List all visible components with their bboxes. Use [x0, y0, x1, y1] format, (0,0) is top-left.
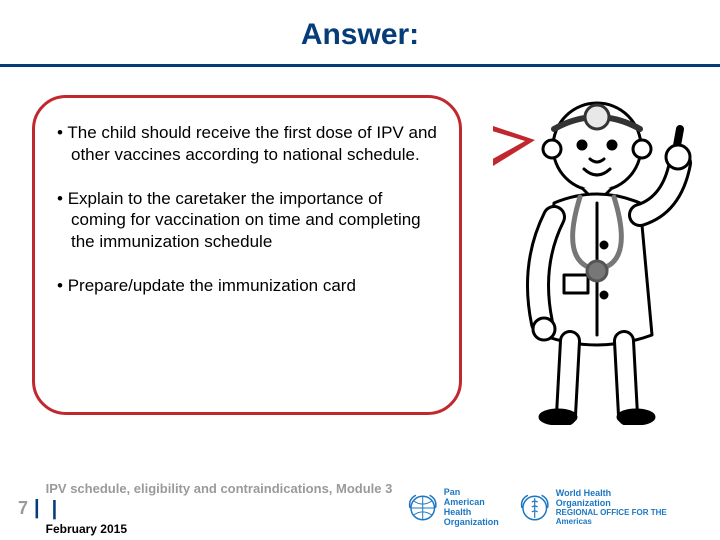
paho-logo: Pan American Health Organization: [408, 488, 502, 528]
footer-separator: |: [52, 498, 58, 520]
paho-text: Pan American Health Organization: [444, 488, 503, 528]
who-icon: [520, 493, 549, 523]
who-text: World Health Organization REGIONAL OFFIC…: [556, 489, 702, 526]
list-item: Prepare/update the immunization card: [57, 275, 441, 297]
speech-bubble: The child should receive the first dose …: [32, 95, 462, 415]
module-title: IPV schedule, eligibility and contraindi…: [46, 481, 393, 496]
paho-line: Health: [444, 507, 472, 517]
paho-line: Pan American: [444, 487, 485, 507]
who-line: Organization: [556, 498, 611, 508]
slide-title: Answer:: [0, 0, 720, 60]
footer-text: IPV schedule, eligibility and contraindi…: [46, 480, 409, 536]
globe-icon: [408, 493, 437, 523]
list-item: The child should receive the first dose …: [57, 122, 441, 166]
list-item: Explain to the caretaker the importance …: [57, 188, 441, 253]
who-sub: REGIONAL OFFICE FOR THE Americas: [556, 509, 702, 527]
who-logo: World Health Organization REGIONAL OFFIC…: [520, 489, 702, 526]
page-number: 7: [18, 498, 28, 519]
paho-line: Organization: [444, 517, 499, 527]
content-area: The child should receive the first dose …: [0, 67, 720, 447]
footer-separator: |: [34, 497, 40, 520]
logo-group: Pan American Health Organization World H…: [408, 488, 702, 528]
footer-date: February 2015: [46, 522, 409, 536]
who-line: World Health: [556, 488, 611, 498]
footer: 7 | IPV schedule, eligibility and contra…: [0, 476, 720, 540]
bullet-list: The child should receive the first dose …: [57, 122, 441, 297]
